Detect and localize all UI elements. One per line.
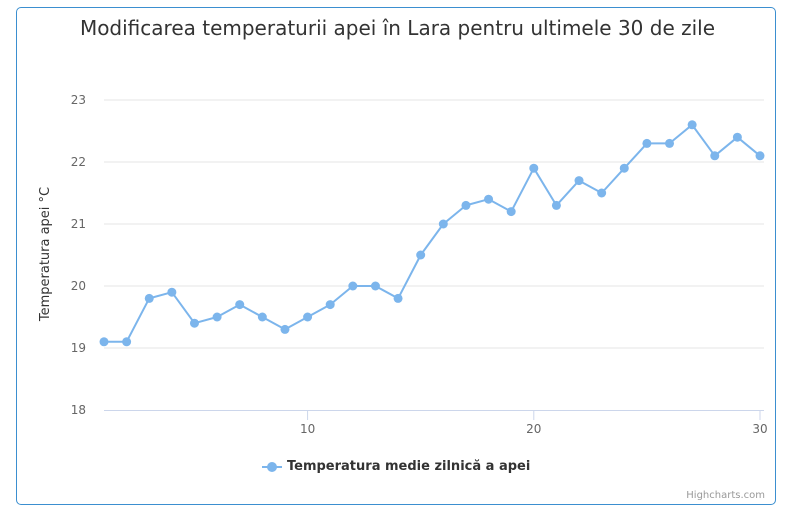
data-point[interactable] xyxy=(710,151,720,161)
data-point[interactable] xyxy=(529,163,539,173)
data-point[interactable] xyxy=(484,194,494,204)
data-point[interactable] xyxy=(189,318,199,328)
y-axis-label: Temperatura apei °C xyxy=(38,187,53,322)
data-point[interactable] xyxy=(687,120,697,130)
y-tick-label: 23 xyxy=(71,93,86,107)
data-point[interactable] xyxy=(597,188,607,198)
grid-lines xyxy=(104,99,764,349)
data-point[interactable] xyxy=(732,132,742,142)
data-point[interactable] xyxy=(280,324,290,334)
x-tick-label: 20 xyxy=(526,422,541,436)
y-tick-label: 21 xyxy=(71,217,86,231)
data-point[interactable] xyxy=(167,287,177,297)
x-tick-label: 10 xyxy=(300,422,315,436)
chart-container xyxy=(16,7,776,505)
y-tick-label: 18 xyxy=(71,403,86,417)
legend[interactable]: Temperatura medie zilnică a apei xyxy=(262,459,530,474)
data-point[interactable] xyxy=(551,200,561,210)
y-tick-label: 19 xyxy=(71,341,86,355)
series-layer xyxy=(99,120,765,347)
data-point[interactable] xyxy=(619,163,629,173)
data-point[interactable] xyxy=(257,312,267,322)
data-point[interactable] xyxy=(235,300,245,310)
data-point[interactable] xyxy=(303,312,313,322)
series-line[interactable] xyxy=(103,123,761,343)
data-point[interactable] xyxy=(212,312,222,322)
data-point[interactable] xyxy=(755,151,765,161)
y-tick-label: 20 xyxy=(71,279,86,293)
data-point[interactable] xyxy=(461,200,471,210)
data-point[interactable] xyxy=(506,207,516,217)
data-point[interactable] xyxy=(393,293,403,303)
data-point[interactable] xyxy=(642,138,652,148)
data-point[interactable] xyxy=(122,337,132,347)
data-point[interactable] xyxy=(99,337,109,347)
legend-series-icon xyxy=(262,460,282,474)
chart-title: Modificarea temperaturii apei în Lara pe… xyxy=(79,16,716,40)
y-tick-label: 22 xyxy=(71,155,86,169)
data-point[interactable] xyxy=(665,138,675,148)
data-point[interactable] xyxy=(144,293,154,303)
legend-series-label[interactable]: Temperatura medie zilnică a apei xyxy=(287,459,531,474)
axes: 18 19 20 21 22 23 10 20 30 xyxy=(71,93,768,436)
data-point[interactable] xyxy=(438,219,448,229)
data-point[interactable] xyxy=(348,281,358,291)
data-point[interactable] xyxy=(325,300,335,310)
data-point[interactable] xyxy=(370,281,380,291)
data-point[interactable] xyxy=(574,176,584,186)
data-point[interactable] xyxy=(416,250,426,260)
x-tick-label: 30 xyxy=(752,422,767,436)
credits-link[interactable]: Highcharts.com xyxy=(686,490,765,501)
